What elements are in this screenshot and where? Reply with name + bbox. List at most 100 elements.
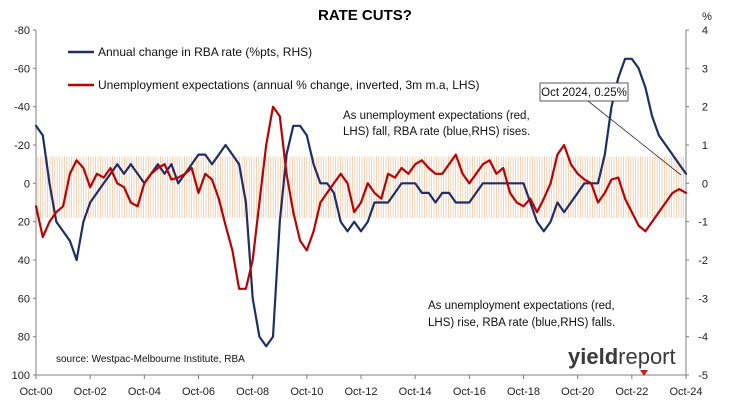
unemployment-point xyxy=(610,178,613,181)
left-tick-label: 100 xyxy=(12,370,30,382)
rba-rate-point xyxy=(55,221,57,223)
rba-rate-point xyxy=(455,201,457,204)
right-tick-label: 3 xyxy=(702,63,708,75)
right-tick-label: -4 xyxy=(698,332,708,344)
right-tick-label: 4 xyxy=(702,25,708,37)
logo-word-regular: report xyxy=(618,344,675,369)
unemployment-point xyxy=(583,178,586,181)
rba-rate-point xyxy=(387,201,389,204)
callout: Oct 2024, 0.25% xyxy=(539,82,682,176)
unemployment-point xyxy=(157,167,159,169)
unemployment-point xyxy=(563,144,565,146)
x-tick-label: Oct-18 xyxy=(507,386,540,398)
unemployment-point xyxy=(353,211,355,213)
rba-rate-point xyxy=(89,201,91,204)
unemployment-point xyxy=(265,144,267,146)
rba-rate-point xyxy=(177,182,179,184)
rba-rate-point xyxy=(231,153,233,156)
rba-rate-point xyxy=(556,201,558,204)
rba-rate-point xyxy=(407,182,409,184)
unemployment-point xyxy=(556,153,558,156)
unemployment-point xyxy=(590,182,592,184)
upper-note-line1: As unemployment expectations (red, xyxy=(343,110,530,122)
source-note: source: Westpac-Melbourne Institute, RBA xyxy=(56,354,245,365)
unemployment-point xyxy=(340,173,342,175)
unemployment-point xyxy=(604,192,606,194)
axis-ticks: -80 -60 -40 -20 0 20 40 60 80 100 4 3 2 1 0 -1 -2 -3 -4 -5 O… xyxy=(12,25,708,398)
unemployment-point xyxy=(285,173,288,175)
unemployment-point xyxy=(522,205,525,207)
lower-note-line1: As unemployment expectations (red, xyxy=(428,300,615,312)
unemployment-point xyxy=(407,173,409,175)
rba-rate-point xyxy=(475,192,477,194)
unemployment-point xyxy=(164,163,166,165)
rba-rate-point xyxy=(265,345,267,347)
unemployment-point xyxy=(685,192,687,194)
right-tick-label: -5 xyxy=(698,370,708,382)
rba-rate-point xyxy=(461,201,464,204)
rba-rate-point xyxy=(617,77,619,79)
unemployment-point xyxy=(482,163,484,165)
unemployment-point xyxy=(401,167,403,169)
rba-rate-point xyxy=(401,182,403,184)
rba-rate-point xyxy=(671,153,674,156)
unemployment-point xyxy=(536,211,538,213)
rba-rate-point xyxy=(48,182,51,184)
unemployment-point xyxy=(170,178,173,181)
rba-rate-point xyxy=(373,201,376,204)
rba-rate-point xyxy=(536,221,538,223)
x-tick-label: Oct-22 xyxy=(615,386,648,398)
unemployment-point xyxy=(306,249,308,252)
unemployment-point xyxy=(495,173,498,175)
x-tick-label: Oct-08 xyxy=(236,386,269,398)
unemployment-point xyxy=(421,159,423,161)
unemployment-point xyxy=(597,201,599,204)
rba-rate-point xyxy=(157,163,159,165)
unemployment-point xyxy=(394,176,396,179)
unemployment-point xyxy=(218,198,220,200)
logo-triangle-icon xyxy=(640,370,648,376)
left-tick-label: 20 xyxy=(18,217,30,229)
unemployment-point xyxy=(380,198,382,200)
legend-label-unemployment: Unemployment expectations (annual % chan… xyxy=(98,78,480,92)
unemployment-point xyxy=(35,205,37,207)
rba-rate-point xyxy=(414,182,416,184)
rba-rate-point xyxy=(279,221,281,223)
rba-rate-point xyxy=(96,192,98,194)
rba-rate-point xyxy=(218,153,220,156)
rba-rate-point xyxy=(238,163,240,165)
left-tick-label: 0 xyxy=(24,178,30,190)
unemployment-point xyxy=(529,198,531,200)
unemployment-point xyxy=(211,178,213,181)
rba-rate-point xyxy=(522,182,525,184)
unemployment-point xyxy=(103,176,105,179)
rba-rate-point xyxy=(516,182,518,184)
unemployment-point xyxy=(414,163,416,165)
rba-rate-point xyxy=(610,106,613,108)
unemployment-point xyxy=(177,176,179,179)
unemployment-point xyxy=(272,106,274,108)
left-tick-label: -60 xyxy=(14,63,30,75)
unemployment-point xyxy=(279,115,281,117)
rba-rate-point xyxy=(434,201,437,204)
x-tick-label: Oct-24 xyxy=(669,386,702,398)
unemployment-point xyxy=(42,236,44,238)
rba-rate-point xyxy=(252,297,254,299)
logo-word-bold: yield xyxy=(568,344,618,369)
unemployment-point xyxy=(549,182,552,184)
unemployment-point xyxy=(238,288,240,290)
right-tick-label: -3 xyxy=(698,293,708,305)
rba-rate-point xyxy=(211,163,213,165)
rba-rate-point xyxy=(306,134,308,137)
unemployment-point xyxy=(428,167,430,169)
rba-rate-point xyxy=(313,163,315,165)
rba-rate-point xyxy=(380,201,382,204)
unemployment-point xyxy=(191,167,193,169)
rba-rate-point xyxy=(197,153,200,156)
unemployment-point xyxy=(434,173,437,175)
left-tick-label: 80 xyxy=(18,332,30,344)
rba-rate-point xyxy=(340,221,342,223)
neutral-band xyxy=(37,156,684,218)
unemployment-point xyxy=(671,192,674,194)
